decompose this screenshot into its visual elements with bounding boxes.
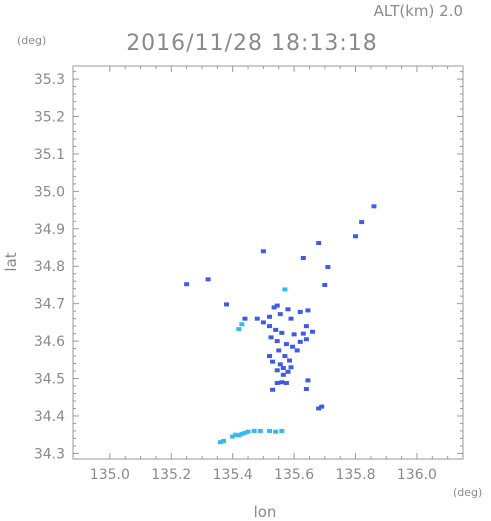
echo-point — [267, 314, 273, 319]
echo-point — [236, 327, 242, 332]
echo-point — [359, 220, 365, 225]
echo-point — [276, 348, 282, 353]
echo-point — [254, 316, 260, 321]
echo-point — [220, 439, 226, 444]
plot-frame — [72, 65, 464, 460]
y-tick-label: 34.8 — [34, 259, 65, 275]
echo-point — [267, 428, 273, 433]
echo-points — [184, 204, 377, 445]
echo-point — [277, 312, 283, 317]
echo-point — [371, 204, 377, 209]
echo-point — [274, 339, 280, 344]
echo-point — [303, 387, 309, 392]
echo-point — [279, 330, 285, 335]
echo-point — [283, 381, 289, 386]
echo-point — [303, 337, 309, 342]
y-tick-label: 34.6 — [34, 334, 65, 350]
y-tick-label: 35.3 — [34, 72, 65, 88]
x-tick-label: 136.0 — [397, 467, 437, 483]
x-tick-label: 135.0 — [90, 467, 130, 483]
echo-point — [205, 277, 211, 282]
echo-point — [280, 372, 286, 377]
echo-point — [277, 362, 283, 367]
echo-point — [233, 432, 239, 437]
echo-point — [242, 430, 248, 435]
echo-point — [288, 316, 294, 321]
echo-point — [273, 429, 279, 434]
x-tick-label: 135.2 — [151, 467, 191, 483]
echo-point — [325, 264, 331, 269]
x-unit-label: (deg) — [453, 486, 482, 499]
echo-point — [184, 282, 190, 287]
x-tick-label: 135.4 — [213, 467, 253, 483]
echo-point — [274, 368, 280, 373]
y-tick-label: 34.3 — [34, 446, 65, 462]
echo-point — [297, 339, 303, 344]
echo-point — [285, 307, 291, 312]
echo-point — [319, 404, 325, 409]
echo-point — [257, 428, 263, 433]
y-tick-label: 35.1 — [34, 147, 65, 163]
echo-point — [270, 387, 276, 392]
echo-point — [286, 358, 292, 363]
echo-point — [267, 324, 273, 329]
y-tick-label: 34.4 — [34, 409, 65, 425]
y-unit-label: (deg) — [17, 34, 46, 47]
echo-point — [283, 342, 289, 347]
echo-point — [267, 354, 273, 359]
echo-point — [239, 431, 245, 436]
y-tick-label: 35.0 — [34, 184, 65, 200]
echo-point — [316, 406, 322, 411]
echo-point — [280, 366, 286, 371]
y-tick-label: 35.2 — [34, 110, 65, 126]
echo-point — [217, 440, 223, 445]
echo-point — [297, 309, 303, 314]
echo-point — [239, 322, 245, 327]
echo-point — [322, 282, 328, 287]
echo-point — [288, 365, 294, 370]
echo-point — [353, 234, 359, 239]
echo-point — [300, 331, 306, 336]
echo-point — [270, 359, 276, 364]
y-axis-label: lat — [2, 252, 20, 271]
echo-point — [273, 327, 279, 332]
echo-point — [300, 256, 306, 261]
echo-point — [294, 348, 300, 353]
x-tick-label: 135.6 — [274, 467, 314, 483]
echo-point — [268, 335, 274, 340]
echo-point — [274, 303, 280, 308]
echo-point — [230, 434, 236, 439]
echo-point — [279, 380, 285, 385]
echo-point — [310, 329, 316, 334]
echo-point — [242, 316, 248, 321]
x-axis: 135.0 135.2 135.4 135.6 135.8 136.0 — [90, 66, 449, 483]
x-tick-label: 135.8 — [335, 467, 375, 483]
chart-subtitle: ALT(km) 2.0 — [374, 2, 463, 20]
y-tick-label: 34.7 — [34, 297, 65, 313]
echo-point — [260, 320, 266, 325]
echo-point — [224, 302, 230, 307]
echo-point — [285, 369, 291, 374]
echo-point — [303, 324, 309, 329]
chart-title: 2016/11/28 18:13:18 — [126, 31, 378, 56]
echo-point — [245, 429, 251, 434]
echo-point — [282, 354, 288, 359]
echo-point — [236, 433, 242, 438]
echo-point — [271, 305, 277, 310]
y-tick-label: 34.5 — [34, 372, 65, 388]
x-axis-label: lon — [254, 503, 277, 521]
echo-point — [290, 344, 296, 349]
echo-point — [291, 332, 297, 337]
echo-point — [305, 308, 311, 313]
y-tick-label: 34.9 — [34, 222, 65, 238]
echo-point — [279, 428, 285, 433]
echo-point — [260, 249, 266, 254]
echo-point — [305, 378, 311, 383]
echo-point — [274, 381, 280, 386]
echo-point — [316, 241, 322, 246]
y-axis: 34.3 34.4 34.5 34.6 34.7 34.8 34.9 35.0 35.1 35.2… — [34, 71, 463, 462]
echo-point — [282, 287, 288, 292]
echo-point — [251, 428, 257, 433]
